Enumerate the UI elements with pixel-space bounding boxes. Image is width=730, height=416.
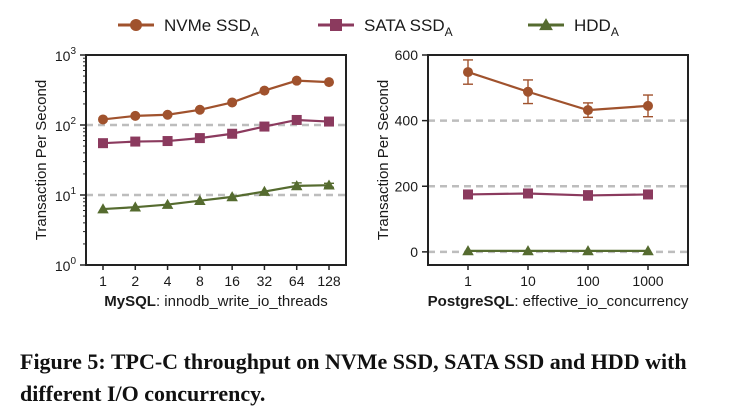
legend: NVMe SSDA SATA SSDA HDDA — [118, 16, 619, 39]
data-point-0-2 — [162, 109, 173, 120]
y-tick-label-2: 400 — [395, 113, 419, 129]
data-point-0-1 — [130, 110, 141, 121]
series-line-0 — [467, 71, 649, 112]
legend-marker-1 — [330, 19, 342, 31]
x-tick-label-4: 16 — [224, 273, 240, 289]
x-tick-label-6: 64 — [289, 273, 305, 289]
series-line-1 — [102, 118, 330, 145]
y-axis-label: Transaction Per Second — [375, 80, 392, 240]
data-point-2-2 — [582, 245, 594, 256]
x-tick-label-1: 2 — [131, 273, 139, 289]
y-tick-label-1: 200 — [395, 178, 419, 194]
data-point-2-4 — [226, 191, 238, 202]
data-point-2-5 — [258, 185, 271, 196]
y-tick-label-0: 100 — [55, 256, 77, 274]
data-point-1-4 — [227, 128, 238, 139]
data-point-0-3 — [194, 104, 205, 115]
legend-label-0: NVMe SSDA — [164, 16, 259, 39]
data-point-1-3 — [194, 133, 205, 144]
x-tick-label-2: 4 — [164, 273, 172, 289]
legend-label-2: HDDA — [574, 16, 619, 39]
data-point-1-3 — [643, 189, 653, 200]
x-tick-label-3: 8 — [196, 273, 204, 289]
x-tick-label-0: 1 — [99, 273, 107, 289]
data-point-2-1 — [129, 201, 142, 212]
data-point-2-0 — [462, 245, 474, 256]
data-point-1-5 — [259, 121, 270, 132]
y-tick-label-3: 600 — [395, 47, 419, 63]
x-axis-label: PostgreSQL: effective_io_concurrency — [428, 293, 689, 310]
series-line-1 — [467, 192, 649, 197]
data-point-1-1 — [130, 136, 141, 147]
data-point-1-2 — [162, 136, 173, 147]
x-tick-label-7: 128 — [317, 273, 341, 289]
data-point-2-3 — [642, 245, 654, 256]
data-point-1-7 — [324, 116, 334, 127]
x-tick-label-1: 10 — [520, 273, 536, 289]
x-tick-label-5: 32 — [257, 273, 273, 289]
y-tick-label-2: 102 — [55, 116, 77, 134]
legend-marker-0 — [130, 19, 142, 31]
data-point-0-7 — [324, 77, 334, 88]
plot-frame — [427, 54, 689, 266]
data-point-0-1 — [523, 86, 533, 97]
data-point-0-0 — [463, 67, 473, 78]
data-point-1-1 — [523, 188, 533, 199]
x-tick-label-0: 1 — [464, 273, 472, 289]
data-point-1-0 — [98, 138, 108, 149]
data-point-0-5 — [259, 85, 270, 96]
data-point-1-0 — [463, 189, 473, 200]
legend-label-1: SATA SSDA — [364, 16, 453, 39]
data-point-0-0 — [98, 114, 108, 125]
data-point-2-0 — [97, 203, 109, 214]
legend-marker-2 — [539, 18, 553, 31]
x-tick-label-2: 100 — [576, 273, 600, 289]
data-point-1-2 — [583, 190, 593, 201]
mysql-chart: 100 101 102 103 1 2 4 8 16 32 64 128 Transaction Per… — [33, 46, 347, 310]
y-tick-label-1: 101 — [55, 186, 77, 204]
postgresql-chart: 0 200 400 600 1 10 100 1000 Transaction Per Seco… — [375, 47, 689, 310]
data-point-2-6 — [290, 180, 303, 191]
series-line-0 — [102, 79, 330, 121]
data-point-2-3 — [194, 194, 206, 205]
series-line-2 — [102, 184, 330, 211]
data-point-0-2 — [583, 105, 593, 116]
data-point-2-1 — [522, 245, 534, 256]
data-point-0-6 — [291, 75, 302, 86]
figure-caption: Figure 5: TPC-C throughput on NVMe SSD, … — [20, 349, 687, 406]
y-tick-label-0: 0 — [410, 244, 418, 260]
data-point-0-4 — [227, 97, 238, 108]
y-tick-label-3: 103 — [55, 46, 77, 64]
y-axis-label: Transaction Per Second — [33, 80, 50, 240]
data-point-1-6 — [291, 114, 302, 125]
x-axis-label: MySQL: innodb_write_io_threads — [104, 293, 327, 310]
x-tick-label-3: 1000 — [632, 273, 663, 289]
data-point-2-7 — [323, 179, 335, 190]
data-point-0-3 — [643, 100, 653, 111]
data-point-2-2 — [161, 198, 174, 209]
plot-frame — [85, 54, 347, 266]
